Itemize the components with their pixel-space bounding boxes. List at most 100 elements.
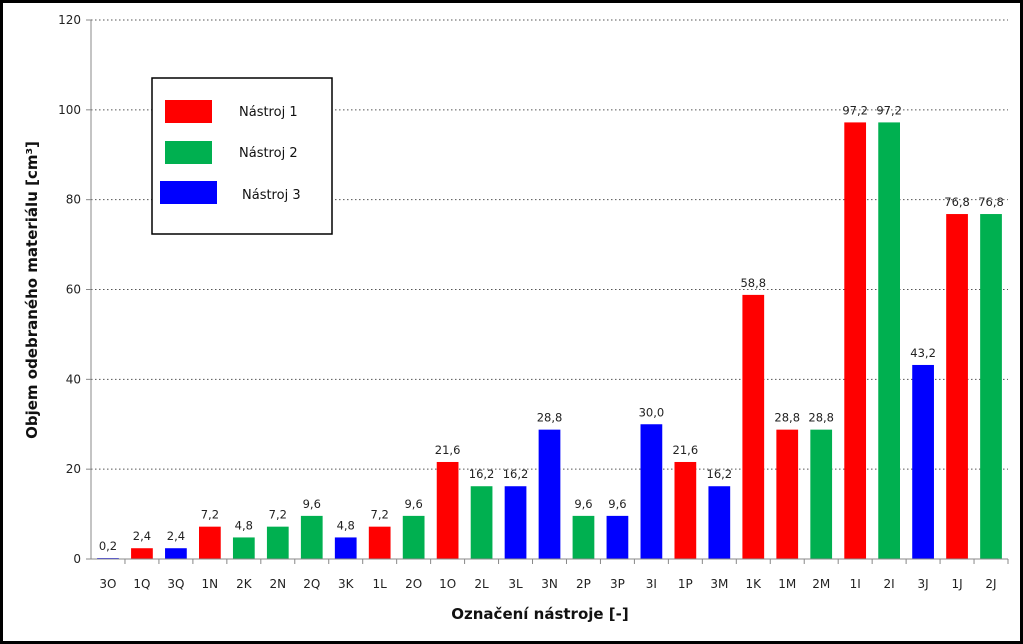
x-tick-label: 1I	[850, 577, 861, 591]
bar-1Q	[131, 548, 153, 559]
data-label-1Q: 2,4	[133, 529, 151, 543]
data-label-1K: 58,8	[740, 276, 766, 290]
data-label-3Q: 2,4	[167, 529, 185, 543]
data-label-2I: 97,2	[876, 103, 902, 117]
bar-1K	[742, 294, 765, 559]
bar-1J	[946, 214, 968, 560]
data-label-1I: 97,2	[842, 103, 868, 117]
bar-2J	[980, 214, 1002, 560]
data-label-2P: 9,6	[574, 497, 592, 511]
x-tick-label: 2P	[576, 577, 591, 591]
data-labels: 0,2 2,4 2,4 7,2 4,8 7,2 9,6 4,8 7,2 9,6 21,6 16,2 16…	[99, 103, 1004, 553]
bar-2K	[232, 537, 255, 559]
bar-1I	[844, 122, 867, 559]
bar-1N	[199, 526, 221, 559]
y-tick-label: 40	[66, 372, 81, 386]
bar-2M	[810, 429, 833, 559]
x-tick-label: 3M	[710, 577, 728, 591]
bar-3K	[334, 537, 357, 559]
data-label-2J: 76,8	[978, 195, 1004, 209]
y-axis-title: Objem odebraného materiálu [cm³]	[23, 141, 41, 439]
data-label-3N: 28,8	[537, 411, 563, 425]
x-tick-label: 3I	[646, 577, 657, 591]
data-label-1O: 21,6	[435, 443, 461, 457]
x-tick-label: 1P	[678, 577, 693, 591]
x-tick-label: 1N	[202, 577, 219, 591]
data-label-3M: 16,2	[707, 467, 733, 481]
data-label-2K: 4,8	[235, 518, 253, 532]
data-label-3O: 0,2	[99, 539, 117, 553]
bar-2L	[470, 486, 493, 559]
data-label-1N: 7,2	[201, 508, 219, 522]
bar-3M	[708, 486, 731, 559]
data-label-1L: 7,2	[371, 508, 389, 522]
x-tick-label: 3K	[338, 577, 355, 591]
x-tick-label: 1K	[746, 577, 763, 591]
x-axis-title: Označení nástroje [-]	[451, 605, 628, 623]
x-tick-label: 3Q	[167, 577, 184, 591]
x-tick-label: 2I	[884, 577, 895, 591]
data-label-3I: 30,0	[639, 405, 665, 419]
data-label-2M: 28,8	[808, 411, 834, 425]
data-label-3J: 43,2	[910, 346, 936, 360]
x-tick-label: 1L	[373, 577, 388, 591]
data-label-1M: 28,8	[774, 411, 800, 425]
bar-1P	[674, 461, 697, 559]
y-tick-label: 0	[73, 552, 81, 566]
y-axis-ticks: 0 20 40 60 80 100 120	[58, 13, 91, 566]
x-tick-label: 3L	[508, 577, 523, 591]
y-tick-label: 80	[66, 193, 81, 207]
data-label-2Q: 9,6	[303, 497, 321, 511]
bar-1M	[776, 429, 799, 559]
data-label-2O: 9,6	[404, 497, 422, 511]
data-label-3P: 9,6	[608, 497, 626, 511]
x-tick-label: 2J	[985, 577, 996, 591]
y-tick-label: 120	[58, 13, 81, 27]
legend-swatch-1	[165, 100, 212, 123]
legend: Nástroj 1 Nástroj 2 Nástroj 3	[151, 77, 333, 235]
y-tick-label: 20	[66, 462, 81, 476]
x-tick-label: 2N	[269, 577, 286, 591]
x-tick-label: 3P	[610, 577, 625, 591]
bar-2O	[402, 515, 425, 559]
x-tick-label: 1M	[778, 577, 796, 591]
bar-3Q	[165, 548, 187, 559]
x-tick-label: 2Q	[303, 577, 320, 591]
y-tick-label: 60	[66, 283, 81, 297]
x-tick-label: 2O	[405, 577, 422, 591]
data-label-3K: 4,8	[337, 518, 355, 532]
legend-swatch-2	[165, 141, 212, 164]
legend-label-3: Nástroj 3	[242, 188, 301, 203]
bar-3L	[504, 486, 527, 559]
bar-1L	[368, 526, 391, 559]
x-tick-label: 3N	[541, 577, 558, 591]
bar-3N	[538, 429, 561, 559]
data-label-3L: 16,2	[503, 467, 529, 481]
x-tick-label: 2L	[474, 577, 489, 591]
bar-3J	[912, 364, 934, 559]
bar-1O	[436, 461, 459, 559]
x-tick-label: 2M	[812, 577, 830, 591]
data-label-2N: 7,2	[269, 508, 287, 522]
x-tick-label: 2K	[236, 577, 253, 591]
bar-2P	[572, 515, 595, 559]
x-tick-label: 1Q	[133, 577, 150, 591]
data-label-1J: 76,8	[944, 195, 970, 209]
data-label-2L: 16,2	[469, 467, 495, 481]
x-axis-ticks: 3O 1Q 3Q 1N 2K 2N 2Q 3K 1L 2O 1O 2L 3L 3N 2P 3P 3I 1P 3M 1K…	[99, 559, 1009, 591]
legend-label-2: Nástroj 2	[239, 146, 298, 161]
bar-2N	[266, 526, 289, 559]
x-tick-label: 1O	[439, 577, 456, 591]
data-label-1P: 21,6	[673, 443, 699, 457]
x-tick-label: 3J	[917, 577, 928, 591]
legend-label-1: Nástroj 1	[239, 105, 298, 120]
bar-3P	[606, 515, 629, 559]
x-tick-label: 3O	[99, 577, 116, 591]
y-tick-label: 100	[58, 103, 81, 117]
bar-2Q	[300, 515, 323, 559]
legend-swatch-3	[160, 181, 217, 204]
bars	[97, 122, 1002, 560]
x-tick-label: 1J	[951, 577, 962, 591]
bar-3I	[640, 424, 663, 559]
